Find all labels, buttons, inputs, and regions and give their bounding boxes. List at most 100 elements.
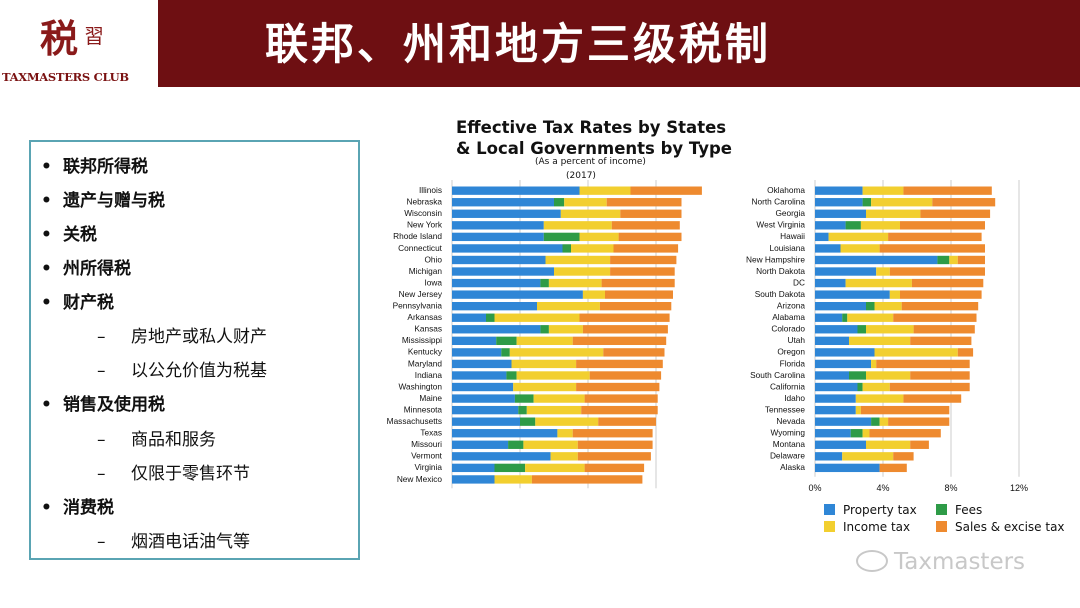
bar-segment bbox=[842, 313, 848, 322]
bar-segment bbox=[847, 313, 894, 322]
bar-segment bbox=[849, 371, 866, 380]
bar-segment bbox=[525, 463, 585, 473]
bullet-symbol: • bbox=[41, 293, 52, 313]
state-label: Georgia bbox=[775, 208, 805, 218]
state-label: Rhode Island bbox=[393, 231, 442, 241]
bar-segment bbox=[815, 336, 849, 345]
bar-segment bbox=[582, 325, 668, 334]
bar-segment bbox=[572, 336, 667, 345]
bar-segment bbox=[452, 232, 544, 242]
bar-segment bbox=[866, 440, 911, 449]
state-label: Minnesota bbox=[404, 404, 443, 414]
bullet-symbol: • bbox=[41, 259, 52, 279]
bar-segment bbox=[855, 405, 861, 415]
bar-segment bbox=[815, 394, 856, 403]
bar-segment bbox=[599, 302, 672, 311]
bar-segment bbox=[581, 405, 658, 415]
state-label: California bbox=[770, 381, 805, 391]
bar-segment bbox=[494, 475, 532, 484]
bar-segment bbox=[571, 244, 614, 253]
bar-segment bbox=[452, 221, 544, 230]
bar-segment bbox=[564, 198, 607, 207]
bar-segment bbox=[957, 348, 974, 357]
state-label: Connecticut bbox=[398, 243, 443, 253]
wechat-icon bbox=[856, 550, 888, 572]
bar-segment bbox=[815, 405, 856, 415]
bar-segment bbox=[889, 267, 985, 276]
bar-segment bbox=[888, 232, 982, 242]
state-label: Washington bbox=[398, 381, 442, 391]
bullet-item: • 遗产与赠与税 bbox=[41, 186, 165, 211]
state-label: New Jersey bbox=[399, 289, 443, 299]
bar-segment bbox=[545, 255, 611, 265]
bar-segment bbox=[452, 463, 495, 473]
bar-segment bbox=[815, 429, 851, 438]
bar-segment bbox=[514, 394, 534, 403]
state-label: Louisiana bbox=[769, 243, 805, 253]
bar-segment bbox=[452, 290, 583, 299]
bar-segment bbox=[901, 302, 979, 311]
chart-year: (2017) bbox=[566, 171, 596, 181]
bar-segment bbox=[533, 394, 585, 403]
state-label: Alabama bbox=[772, 312, 805, 322]
bar-segment bbox=[452, 417, 520, 426]
bullet-text: 遗产与赠与税 bbox=[63, 191, 165, 211]
bar-segment bbox=[452, 394, 515, 403]
bar-segment bbox=[910, 371, 970, 380]
bullet-item: • 联邦所得税 bbox=[41, 152, 148, 177]
bar-segment bbox=[815, 371, 849, 380]
state-label: Hawaii bbox=[780, 231, 805, 241]
legend-label: Property tax bbox=[843, 503, 917, 517]
bar-segment bbox=[562, 244, 571, 253]
bar-segment bbox=[584, 394, 658, 403]
bar-segment bbox=[630, 186, 702, 195]
bar-segment bbox=[506, 371, 517, 380]
bar-segment bbox=[540, 325, 549, 334]
state-label: Maryland bbox=[408, 358, 443, 368]
bar-segment bbox=[452, 244, 563, 253]
bar-segment bbox=[849, 336, 911, 345]
bar-segment bbox=[913, 325, 975, 334]
bar-segment bbox=[871, 198, 933, 207]
bar-segment bbox=[543, 232, 580, 242]
bar-segment bbox=[815, 302, 866, 311]
state-label: Florida bbox=[780, 358, 806, 368]
watermark-text: Taxmasters bbox=[894, 549, 1026, 575]
dash-symbol: – bbox=[97, 361, 106, 381]
bar-segment bbox=[871, 417, 880, 426]
bar-segment bbox=[557, 429, 573, 438]
bar-segment bbox=[815, 440, 866, 449]
state-label: Indiana bbox=[415, 370, 443, 380]
bar-segment bbox=[815, 290, 890, 299]
bar-segment bbox=[452, 267, 554, 276]
state-label: Ohio bbox=[424, 254, 442, 264]
bullet-symbol: • bbox=[41, 157, 52, 177]
sub-bullet-text: 商品和服务 bbox=[131, 430, 216, 450]
dash-symbol: – bbox=[97, 430, 106, 450]
bar-segment bbox=[452, 186, 580, 195]
state-label: Vermont bbox=[411, 451, 443, 461]
bar-segment bbox=[888, 417, 950, 426]
state-label: Idaho bbox=[784, 393, 805, 403]
bullet-item: • 销售及使用税 bbox=[41, 390, 165, 415]
bar-segment bbox=[903, 394, 962, 403]
bar-segment bbox=[598, 417, 656, 426]
state-label: New Hampshire bbox=[746, 254, 805, 264]
sub-bullet-item: – 烟酒电话油气等 bbox=[97, 527, 250, 552]
bullet-symbol: • bbox=[41, 225, 52, 245]
x-tick-label: 12% bbox=[1010, 483, 1028, 493]
chart-title: Effective Tax Rates by States & Local Go… bbox=[456, 117, 732, 159]
bar-segment bbox=[554, 267, 611, 276]
state-label: Oklahoma bbox=[767, 185, 805, 195]
bar-segment bbox=[537, 302, 600, 311]
legend-swatch bbox=[936, 521, 947, 532]
bar-segment bbox=[494, 463, 526, 473]
bar-segment bbox=[903, 186, 992, 195]
bullet-text: 州所得税 bbox=[63, 259, 131, 279]
bar-segment bbox=[857, 382, 863, 392]
dash-symbol: – bbox=[97, 327, 106, 347]
bar-segment bbox=[866, 209, 921, 218]
bar-segment bbox=[876, 267, 890, 276]
state-label: Maine bbox=[419, 393, 442, 403]
